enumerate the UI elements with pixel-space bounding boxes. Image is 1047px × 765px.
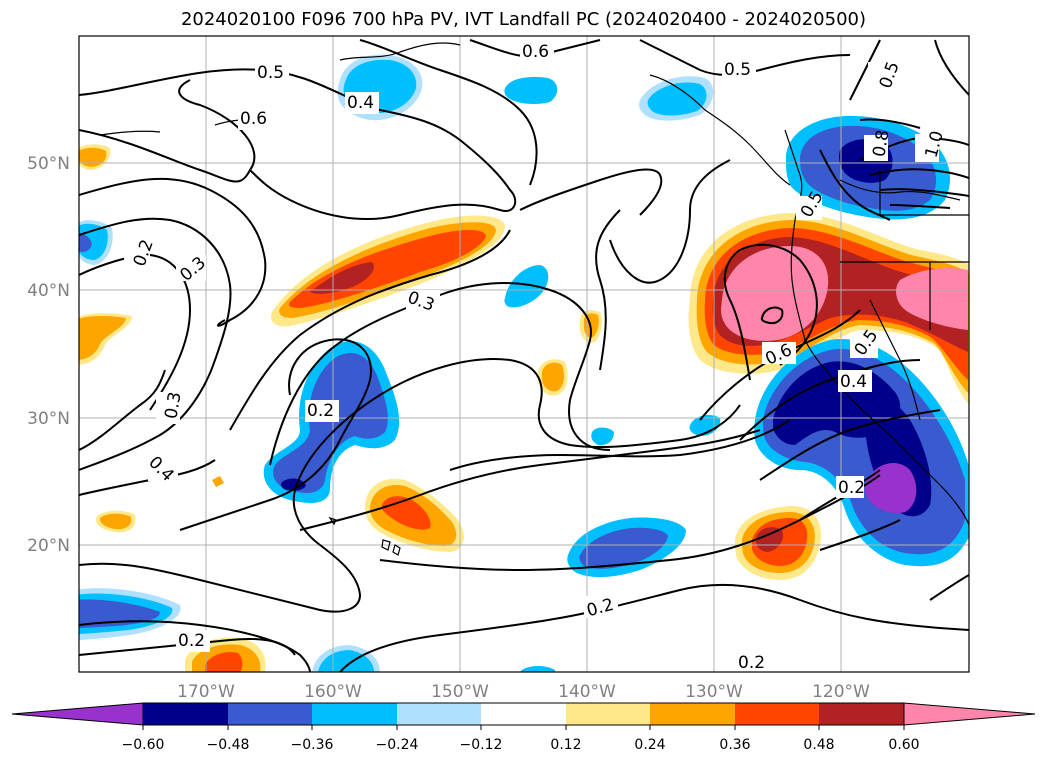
colorbar: −0.60 −0.48 −0.36 −0.24 −0.12 0.12 0.24 …: [11, 702, 1036, 753]
lat-label: 30°N: [27, 409, 70, 429]
map-title: 2024020100 F096 700 hPa PV, IVT Landfall…: [180, 9, 867, 30]
colorbar-segment: [650, 703, 735, 725]
lon-label: 120°W: [812, 682, 870, 702]
colorbar-label: −0.12: [460, 737, 503, 753]
colorbar-extend-left: [11, 702, 144, 726]
colorbar-segment: [397, 703, 481, 725]
contour-label: 0.8: [869, 128, 893, 158]
colorbar-segment: [566, 703, 650, 725]
contour-label: 0.6: [240, 109, 267, 129]
colorbar-segment: [143, 703, 228, 725]
colorbar-extend-right: [903, 702, 1036, 726]
latitude-labels: 50°N 40°N 30°N 20°N: [27, 154, 70, 556]
contour-label: 0.2: [178, 631, 205, 651]
colorbar-label: −0.24: [376, 737, 419, 753]
longitude-labels: 170°W 160°W 150°W 140°W 130°W 120°W: [177, 682, 870, 702]
pv-contours: [79, 39, 969, 672]
graticule: [79, 36, 969, 672]
coastlines: [99, 42, 969, 556]
colorbar-label: 0.60: [888, 737, 919, 753]
colorbar-label: 0.36: [719, 737, 750, 753]
contour-label: 0.6: [522, 42, 549, 62]
colorbar-segment: [228, 703, 312, 725]
lon-label: 160°W: [304, 682, 362, 702]
colorbar-label: 0.24: [634, 737, 665, 753]
colorbar-label: −0.60: [122, 737, 165, 753]
contour-label: 0.5: [724, 60, 751, 80]
colorbar-segment: [312, 703, 397, 725]
colorbar-outline: [142, 702, 905, 726]
map-border: [78, 35, 970, 673]
contour-label: 0.3: [161, 390, 185, 420]
contour-label: 0.4: [840, 372, 867, 392]
lat-label: 40°N: [27, 281, 70, 301]
colorbar-segment: [735, 703, 819, 725]
lon-label: 140°W: [558, 682, 616, 702]
lon-label: 130°W: [685, 682, 743, 702]
contour-label: 0.2: [738, 653, 765, 673]
lon-label: 150°W: [431, 682, 489, 702]
contour-label: 0.5: [257, 63, 284, 83]
colorbar-label: 0.12: [550, 737, 581, 753]
colorbar-label: 0.48: [803, 737, 834, 753]
contour-label: 0.2: [838, 478, 865, 498]
lat-label: 20°N: [27, 536, 70, 556]
colorbar-label: −0.48: [207, 737, 250, 753]
lat-label: 50°N: [27, 154, 70, 174]
colorbar-segment: [481, 703, 566, 725]
colorbar-label: −0.36: [291, 737, 334, 753]
contour-label: 0.4: [347, 93, 374, 113]
lon-label: 170°W: [177, 682, 235, 702]
colorbar-segment: [819, 703, 904, 725]
contour-label: 0.2: [307, 401, 334, 421]
